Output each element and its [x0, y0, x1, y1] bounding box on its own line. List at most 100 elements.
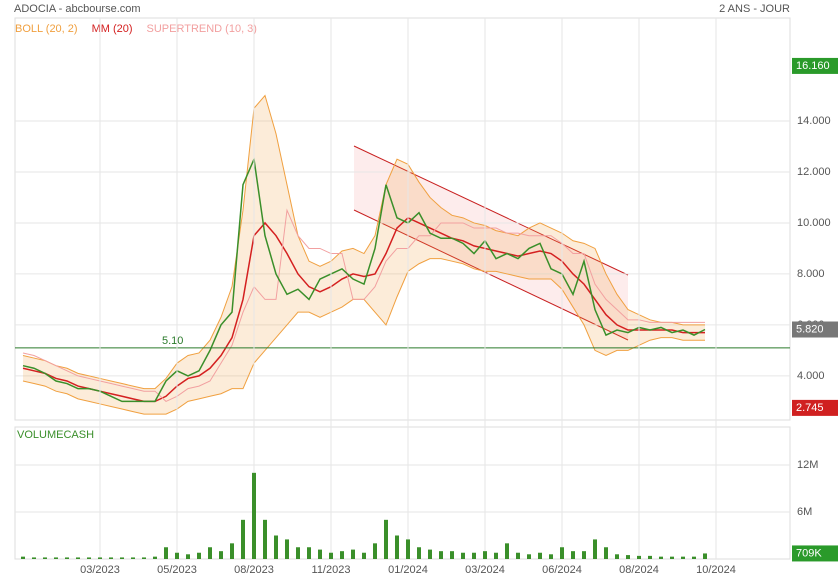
legend-entry: MM (20) — [92, 23, 133, 35]
y-tick-label: 14.000 — [797, 115, 831, 127]
volume-bar — [32, 557, 36, 559]
volume-bar — [549, 554, 553, 559]
y-tick-label: 12M — [797, 459, 818, 471]
volume-bar — [318, 549, 322, 559]
price-line — [22, 156, 706, 403]
volume-bar — [417, 547, 421, 559]
value-tag — [792, 545, 838, 562]
period: 2 ANS - JOUR — [719, 3, 790, 15]
volume-bar — [483, 551, 487, 559]
legend-entry: BOLL (20, 2) — [15, 23, 78, 35]
volume-bar — [648, 555, 652, 559]
value-tag — [792, 321, 838, 338]
volume-bar — [296, 547, 300, 559]
volume-bar — [263, 519, 267, 559]
value-tag-label: 5.820 — [796, 323, 824, 335]
x-tick-label: 10/2024 — [696, 564, 736, 576]
volume-bar — [285, 539, 289, 559]
volume-bar — [362, 552, 366, 559]
volume-bar — [472, 552, 476, 559]
volume-bar — [241, 519, 245, 559]
volume-bar — [307, 547, 311, 559]
chart-title: ADOCIA - abcbourse.com — [14, 3, 141, 15]
volume-bar — [461, 552, 465, 559]
x-tick-label: 11/2023 — [312, 564, 351, 576]
volume-bar — [153, 556, 157, 559]
volume-bar — [219, 551, 223, 559]
value-tag — [792, 399, 838, 416]
volume-bar — [538, 552, 542, 559]
volume-bar — [593, 539, 597, 559]
x-tick-label: 05/2023 — [157, 564, 197, 576]
boll-upper — [22, 94, 705, 390]
volume-bar — [527, 554, 531, 559]
volume-bar — [615, 554, 619, 559]
volume-bar — [98, 557, 102, 559]
y-tick-label: 4.000 — [797, 370, 825, 382]
volume-bar — [76, 557, 80, 559]
volume-bar — [406, 539, 410, 559]
volume-bar — [329, 552, 333, 559]
y-tick-label: 8.000 — [797, 268, 825, 280]
volume-bar — [131, 557, 135, 559]
volume-bar — [120, 557, 124, 559]
volume-bar — [439, 551, 443, 559]
panel-title: VOLUMECASH — [17, 429, 94, 441]
volume-bar — [604, 547, 608, 559]
volume-bar — [351, 549, 355, 559]
volume-bar — [681, 556, 685, 559]
channel-line — [353, 209, 629, 341]
volume-bar — [43, 557, 47, 559]
volume-bar — [395, 535, 399, 559]
y-tick-label: 10.000 — [797, 217, 831, 229]
legend-entry: SUPERTREND (10, 3) — [147, 23, 257, 35]
volume-bar — [626, 555, 630, 559]
volume-bar — [450, 551, 454, 559]
volume-bar — [384, 519, 388, 559]
volume-bar — [54, 557, 58, 559]
volume-bar — [175, 552, 179, 559]
volume-bar — [560, 547, 564, 559]
volume-bar — [87, 557, 91, 559]
value-tag-label: 2.745 — [796, 402, 824, 414]
support-label: 5.10 — [162, 335, 183, 347]
volume-bar — [637, 555, 641, 559]
volume-bar — [21, 556, 25, 559]
indicator-line — [22, 216, 705, 403]
x-tick-label: 08/2023 — [234, 564, 274, 576]
indicator-line — [22, 208, 705, 402]
price-panel — [14, 17, 791, 421]
volume-bar — [164, 547, 168, 559]
volume-bar — [659, 556, 663, 559]
volume-bar — [516, 552, 520, 559]
x-tick-label: 06/2024 — [542, 564, 582, 576]
y-tick-label: 12.000 — [797, 166, 831, 178]
volume-bar — [505, 543, 509, 559]
volume-bar — [582, 551, 586, 559]
volume-bar — [208, 547, 212, 559]
trend-channel — [354, 146, 628, 340]
value-tag — [792, 57, 838, 74]
value-tag-label: 16.160 — [796, 60, 830, 72]
volume-bar — [109, 557, 113, 559]
volume-bar — [65, 557, 69, 559]
boll-fill — [23, 95, 705, 415]
volume-bar — [274, 535, 278, 559]
volume-bar — [340, 551, 344, 559]
volume-bar — [197, 552, 201, 559]
volume-bar — [571, 551, 575, 559]
volume-bar — [186, 554, 190, 559]
volume-bar — [252, 472, 256, 559]
x-tick-label: 03/2023 — [80, 564, 120, 576]
volume-bar — [670, 556, 674, 559]
y-tick-label: 6M — [797, 506, 812, 518]
value-tag-label: 709K — [796, 547, 822, 559]
volume-bar — [494, 552, 498, 559]
volume-bar — [703, 553, 707, 559]
volume-bar — [142, 557, 146, 559]
volume-bar — [428, 549, 432, 559]
volume-bar — [373, 543, 377, 559]
volume-panel — [14, 426, 791, 560]
